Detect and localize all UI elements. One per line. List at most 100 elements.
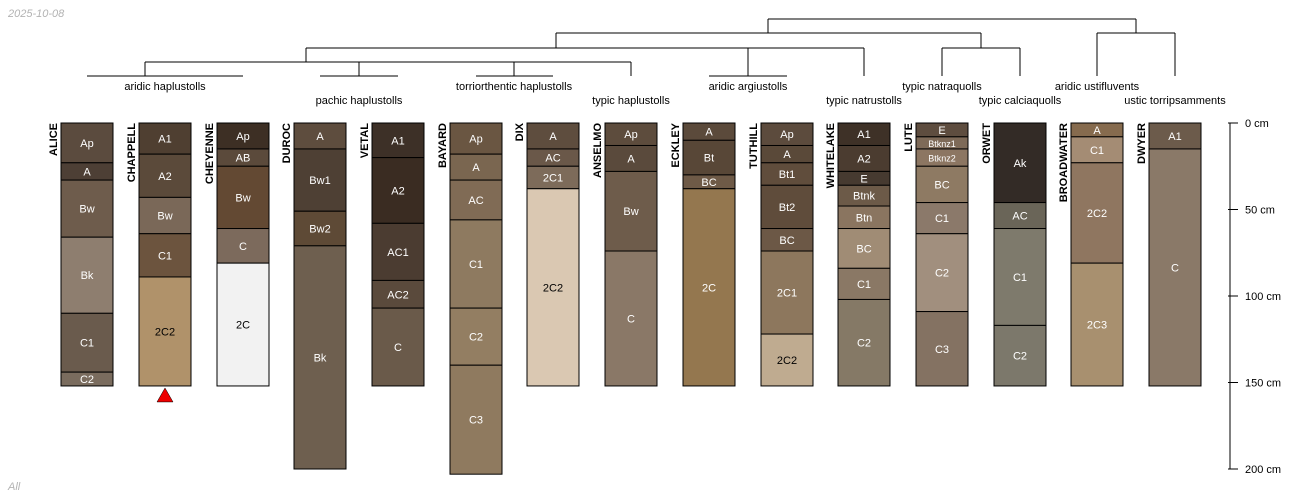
marker-layer [156,387,174,403]
profile-name: CHEYENNE [204,123,216,184]
horizon-label: 2C [236,320,250,332]
horizon-cheyenne-bw [216,165,270,230]
horizon-label: AC2 [387,289,408,301]
footer-label: All [8,481,21,493]
date-stamp: 2025-10-08 [8,8,65,20]
horizon-label: Bt [704,153,714,165]
horizon-label: A1 [1168,131,1181,143]
depth-tick-label: 200 cm [1245,464,1281,476]
horizon-label: Bw1 [309,175,330,187]
horizon-label: A2 [158,171,171,183]
horizon-label: C1 [857,279,871,291]
horizon-alice-bw [60,179,114,238]
horizon-label: Bt1 [779,169,796,181]
horizon-label: C1 [935,213,949,225]
horizon-label: Bw [235,192,250,204]
horizon-label: 2C1 [777,288,797,300]
horizon-bayard-a [449,153,503,181]
horizon-label: AB [236,153,251,165]
horizon-label: A [472,162,480,174]
horizon-label: A [705,127,713,139]
profile-tuthill: Ap A Bt1 Bt2 BC 2C1 2C2 TUTHILL [748,122,814,387]
horizon-label: Ap [780,129,793,141]
horizon-broadwater-2c3 [1070,262,1124,387]
profile-lute: E Btknz1 Btknz2 BC C1 C2 C3 LUTE [903,122,969,387]
horizon-whitelake-c2 [837,298,891,387]
horizon-label: BC [934,179,949,191]
profile-alice: Ap A Bw Bk C1 C2 ALICE [48,122,114,387]
horizon-label: Ap [469,134,482,146]
horizon-bayard-c2 [449,307,503,366]
profile-orwet: Ak AC C1 C2 ORWET [981,122,1047,387]
horizon-label: A [316,131,324,143]
profile-name: CHAPPELL [126,123,138,183]
horizon-label: C2 [1013,351,1027,363]
horizon-label: C1 [80,338,94,350]
horizon-label: Bw [623,206,638,218]
profile-anselmo: Ap A Bw C ANSELMO [592,122,658,387]
horizon-cheyenne-ap [216,122,270,150]
horizon-label: C2 [469,332,483,344]
profile-name: TUTHILL [748,123,760,169]
horizon-label: A [627,153,635,165]
horizon-label: A1 [158,134,171,146]
horizon-label: AC1 [387,247,408,259]
horizon-chappell-2c2 [138,276,192,387]
profile-name: ANSELMO [592,123,604,178]
horizon-label: Bw2 [309,224,330,236]
horizon-label: C1 [1090,145,1104,157]
taxon-label: torriorthentic haplustolls [456,81,573,93]
profile-chappell: A1 A2 Bw C1 2C2 CHAPPELL [126,122,192,387]
horizon-broadwater-2c2 [1070,162,1124,264]
horizon-chappell-a1 [138,122,192,155]
horizon-orwet-c2 [993,324,1047,387]
horizon-label: AC [468,195,483,207]
horizon-label: Bt2 [779,202,796,214]
horizon-label: BC [701,177,716,189]
horizon-anselmo-bw [604,170,658,252]
horizon-label: C [394,342,402,354]
horizon-label: C [239,241,247,253]
horizon-cheyenne-c [216,228,270,264]
horizon-alice-c1 [60,312,114,373]
horizon-vetal-c [371,307,425,387]
taxon-label: typic natraquolls [902,81,982,93]
depth-tick-label: 0 cm [1245,118,1269,130]
horizon-label: A1 [857,129,870,141]
profile-cheyenne: Ap AB Bw C 2C CHEYENNE [204,122,270,387]
profile-duroc: A Bw1 Bw2 Bk DUROC [281,122,347,470]
horizon-label: 2C2 [543,282,563,294]
horizon-label: A [1093,125,1101,137]
taxon-label: aridic haplustolls [124,81,206,93]
profile-broadwater: A C1 2C2 2C3 BROADWATER [1058,122,1124,387]
horizon-label: Bk [314,352,327,364]
profile-eckley: A Bt BC 2C ECKLEY [670,122,736,387]
horizon-label: A2 [391,185,404,197]
horizon-label: Btn [856,212,873,224]
taxon-label: aridic ustifluvents [1055,81,1140,93]
soil-profiles: Ap A Bw Bk C1 C2 ALICE A1 A2 Bw C1 2C2 CHAPPELL Ap AB B… [48,122,1202,475]
dendrogram [87,18,1176,77]
profile-whitelake: A1 A2 E Btnk Btn BC C1 C2 WHITELAKE [825,122,891,387]
horizon-label: Bw [157,211,172,223]
horizon-eckley-2c [682,188,736,387]
horizon-vetal-ac2 [371,279,425,309]
horizon-label: 2C2 [777,355,797,367]
horizon-alice-c2 [60,371,114,387]
profile-name: WHITELAKE [825,123,837,188]
profile-name: ALICE [48,123,60,156]
horizon-label: C2 [80,374,94,386]
depth-tick-label: 100 cm [1245,291,1281,303]
horizon-lute-c3 [915,311,969,387]
horizon-label: Bw [79,204,94,216]
horizon-chappell-c1 [138,233,192,278]
horizon-label: AC [545,153,560,165]
horizon-anselmo-c [604,250,658,387]
horizon-label: A [83,166,91,178]
horizon-label: BC [779,235,794,247]
horizon-label: Ap [624,129,637,141]
horizon-cheyenne-2c [216,262,270,387]
horizon-tuthill-bt2 [760,184,814,230]
horizon-label: A1 [391,135,404,147]
